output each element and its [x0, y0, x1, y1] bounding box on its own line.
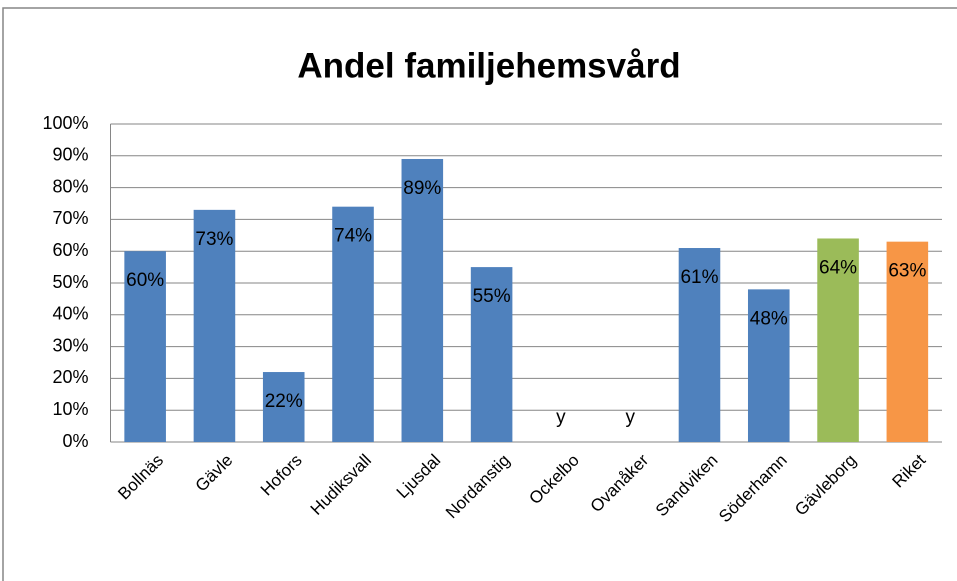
y-tick-label: 90%	[52, 145, 88, 165]
value-label: 74%	[334, 226, 372, 247]
bar	[124, 251, 166, 442]
bar	[401, 158, 444, 443]
chart-title: Andel familjehemsvård	[297, 46, 680, 85]
bar	[747, 289, 790, 442]
bar	[470, 267, 513, 442]
value-label: 48%	[750, 308, 788, 329]
bar	[678, 248, 721, 442]
y-tick-label: 60%	[52, 240, 88, 260]
bar	[817, 238, 859, 442]
value-label: y	[625, 407, 635, 428]
y-tick-label: 30%	[52, 335, 88, 355]
y-tick-label: 100%	[42, 113, 88, 133]
y-tick-label: 10%	[52, 399, 88, 419]
y-tick-label: 20%	[52, 367, 88, 387]
value-label: 22%	[265, 391, 303, 412]
y-tick-label: 80%	[52, 176, 88, 196]
bar	[332, 206, 374, 442]
value-label: y	[556, 407, 566, 428]
y-tick-label: 70%	[52, 208, 88, 228]
y-tick-label: 0%	[62, 431, 88, 451]
value-label: 61%	[680, 267, 718, 288]
bar	[886, 241, 929, 442]
value-label: 63%	[888, 261, 926, 282]
value-label: 73%	[195, 229, 233, 250]
value-label: 64%	[819, 257, 857, 278]
y-tick-label: 50%	[52, 272, 88, 292]
value-label: 60%	[126, 270, 164, 291]
bar	[262, 372, 305, 442]
value-label: 89%	[403, 178, 441, 199]
value-label: 55%	[473, 286, 511, 307]
y-tick-label: 40%	[52, 304, 88, 324]
bar	[193, 209, 236, 442]
